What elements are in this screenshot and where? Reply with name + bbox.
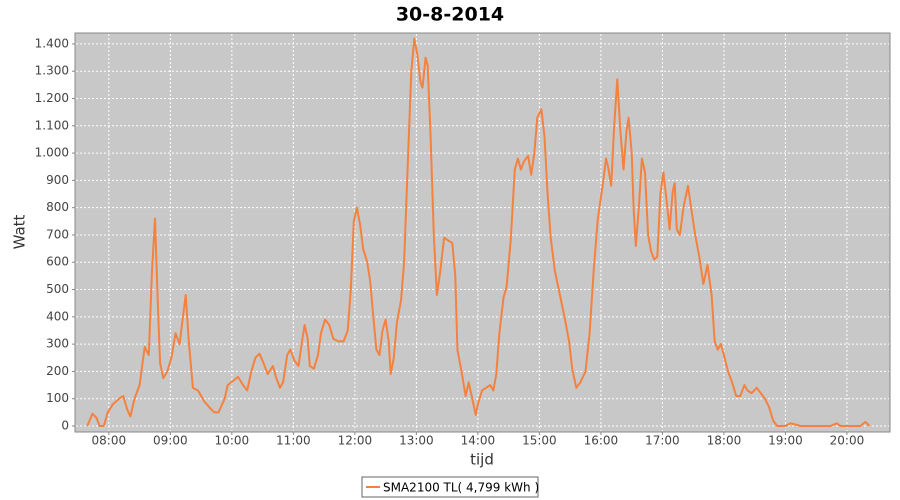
y-tick-label: 700 <box>46 227 69 241</box>
y-tick-label: 1.100 <box>35 118 69 132</box>
chart-title: 30-8-2014 <box>396 4 504 26</box>
y-tick-label: 1.400 <box>35 36 69 50</box>
legend-label: SMA2100 TL( 4,799 kWh ) <box>383 481 539 495</box>
y-tick-label: 1.000 <box>35 146 69 160</box>
series-line <box>86 37 871 427</box>
y-tick-label: 0 <box>61 418 69 432</box>
y-axis-label: Watt <box>11 214 29 249</box>
y-tick-label: 300 <box>46 337 69 351</box>
plot-area <box>74 32 891 433</box>
y-tick-label: 500 <box>46 282 69 296</box>
x-tick-label: 18:00 <box>707 434 742 448</box>
x-tick-label: 09:00 <box>153 434 188 448</box>
x-tick-label: 16:00 <box>584 434 619 448</box>
x-tick-label: 08:00 <box>92 434 127 448</box>
x-tick-label: 19:00 <box>768 434 803 448</box>
x-axis-label: tijd <box>470 451 494 469</box>
x-tick-label: 13:00 <box>399 434 434 448</box>
y-tick-label: 1.300 <box>35 64 69 78</box>
x-tick-label: 11:00 <box>276 434 311 448</box>
x-tick-label: 17:00 <box>645 434 680 448</box>
y-tick-label: 400 <box>46 309 69 323</box>
y-tick-label: 100 <box>46 391 69 405</box>
x-tick-label: 20:00 <box>830 434 865 448</box>
x-tick-label: 10:00 <box>215 434 250 448</box>
x-tick-label: 15:00 <box>522 434 557 448</box>
y-tick-label: 800 <box>46 200 69 214</box>
x-tick-label: 12:00 <box>338 434 373 448</box>
y-tick-label: 200 <box>46 364 69 378</box>
y-tick-label: 900 <box>46 173 69 187</box>
y-tick-label: 600 <box>46 255 69 269</box>
legend-box <box>361 476 539 498</box>
x-tick-label: 14:00 <box>461 434 496 448</box>
y-tick-label: 1.200 <box>35 91 69 105</box>
